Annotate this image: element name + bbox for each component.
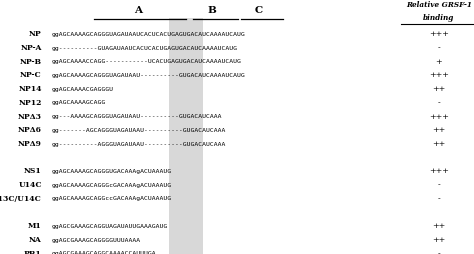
Text: gg----------GUAGAUAAUCACUCACUGAGUGACAUCAAAAUCAUG: gg----------GUAGAUAAUCACUCACUGAGUGACAUCA… — [51, 45, 237, 51]
Text: ggAGCAAAAGCAGG: ggAGCAAAAGCAGG — [51, 100, 105, 105]
Text: ggAGCGAAAGCAGGGGUUUAAAA: ggAGCGAAAGCAGGGGUUUAAAA — [51, 237, 140, 243]
Text: NP: NP — [29, 30, 42, 38]
Text: NP12: NP12 — [18, 99, 42, 107]
Text: ggAGCGAAAGCAGGCAAAACCAUUUGA: ggAGCGAAAGCAGGCAAAACCAUUUGA — [51, 251, 156, 254]
Text: NA: NA — [29, 236, 42, 244]
Text: ggAGCAAAAGCAGGccGACAAAgACUAAAUG: ggAGCAAAAGCAGGccGACAAAgACUAAAUG — [51, 196, 171, 201]
Text: U14C: U14C — [18, 181, 42, 189]
Text: -: - — [438, 99, 440, 107]
Bar — [169, 18, 203, 254]
Text: B: B — [208, 6, 217, 15]
Text: NS1: NS1 — [24, 167, 42, 176]
Text: ggAGCAAAACCAGG-----------UCACUGAGUGACAUCAAAAUCAUG: ggAGCAAAACCAGG-----------UCACUGAGUGACAUC… — [51, 59, 241, 64]
Text: NPΔ9: NPΔ9 — [18, 140, 42, 148]
Text: A: A — [135, 6, 142, 15]
Text: -: - — [438, 250, 440, 254]
Text: +++: +++ — [429, 71, 449, 80]
Text: gg----------AGGGUAGAUAAU----------GUGACAUCAAA: gg----------AGGGUAGAUAAU----------GUGACA… — [51, 141, 226, 147]
Text: NPΔ6: NPΔ6 — [18, 126, 42, 134]
Text: C: C — [254, 6, 263, 15]
Text: ggAGCAAAAGCAGGGcGACAAAgACUAAAUG: ggAGCAAAAGCAGGGcGACAAAgACUAAAUG — [51, 183, 171, 188]
Text: gg---AAAAGCAGGGUAGAUAAU----------GUGACAUCAAA: gg---AAAAGCAGGGUAGAUAAU----------GUGACAU… — [51, 114, 222, 119]
Text: M1: M1 — [28, 222, 42, 230]
Text: ggAGCAAAAGCAGGGUGACAAAgACUAAAUG: ggAGCAAAAGCAGGGUGACAAAgACUAAAUG — [51, 169, 171, 174]
Text: +++: +++ — [429, 167, 449, 176]
Text: ++: ++ — [432, 140, 446, 148]
Text: -: - — [438, 195, 440, 203]
Text: -: - — [438, 181, 440, 189]
Text: ++: ++ — [432, 126, 446, 134]
Text: ++: ++ — [432, 222, 446, 230]
Text: ggAGCGAAAGCAGGUAGAUAUUGAAAGAUG: ggAGCGAAAGCAGGUAGAUAUUGAAAGAUG — [51, 224, 167, 229]
Text: ++: ++ — [432, 236, 446, 244]
Text: NP-B: NP-B — [20, 58, 42, 66]
Text: binding: binding — [423, 14, 455, 22]
Text: +++: +++ — [429, 113, 449, 121]
Text: PB1: PB1 — [24, 250, 42, 254]
Text: ggAGCAAAACGAGGGU: ggAGCAAAACGAGGGU — [51, 87, 113, 92]
Text: NP14: NP14 — [18, 85, 42, 93]
Text: +: + — [436, 58, 442, 66]
Text: NP-A: NP-A — [20, 44, 42, 52]
Text: ggAGCAAAAGCAGGGUAGAUAAUCACUCACUGAGUGACAUCAAAAUCAUG: ggAGCAAAAGCAGGGUAGAUAAUCACUCACUGAGUGACAU… — [51, 32, 245, 37]
Text: G13C/U14C: G13C/U14C — [0, 195, 42, 203]
Text: gg-------AGCAGGGUAGAUAAU----------GUGACAUCAAA: gg-------AGCAGGGUAGAUAAU----------GUGACA… — [51, 128, 226, 133]
Text: -: - — [438, 44, 440, 52]
Text: +++: +++ — [429, 30, 449, 38]
Text: ggAGCAAAAGCAGGGUAGAUAAU----------GUGACAUCAAAAUCAUG: ggAGCAAAAGCAGGGUAGAUAAU----------GUGACAU… — [51, 73, 245, 78]
Text: NP-C: NP-C — [20, 71, 42, 80]
Text: ++: ++ — [432, 85, 446, 93]
Text: NPΔ3: NPΔ3 — [18, 113, 42, 121]
Text: Relative GRSF-1: Relative GRSF-1 — [406, 1, 472, 9]
